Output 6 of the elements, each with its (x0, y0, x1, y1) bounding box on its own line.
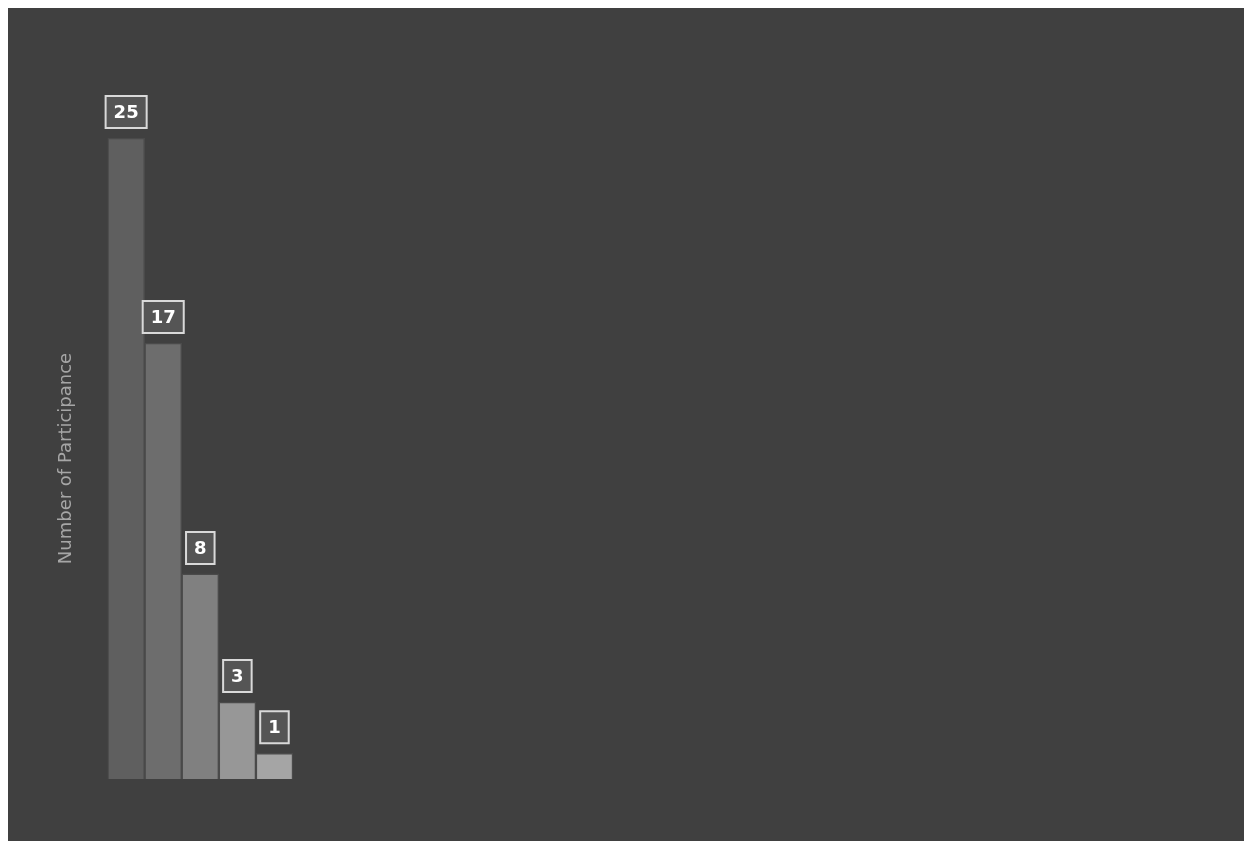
data-label: 8 (194, 536, 207, 558)
data-label: 25 (113, 100, 139, 122)
data-label: 17 (150, 305, 176, 327)
data-label: 1 (268, 716, 281, 738)
y-axis-title: Number of Participance (54, 352, 76, 565)
data-label: 3 (231, 664, 244, 686)
